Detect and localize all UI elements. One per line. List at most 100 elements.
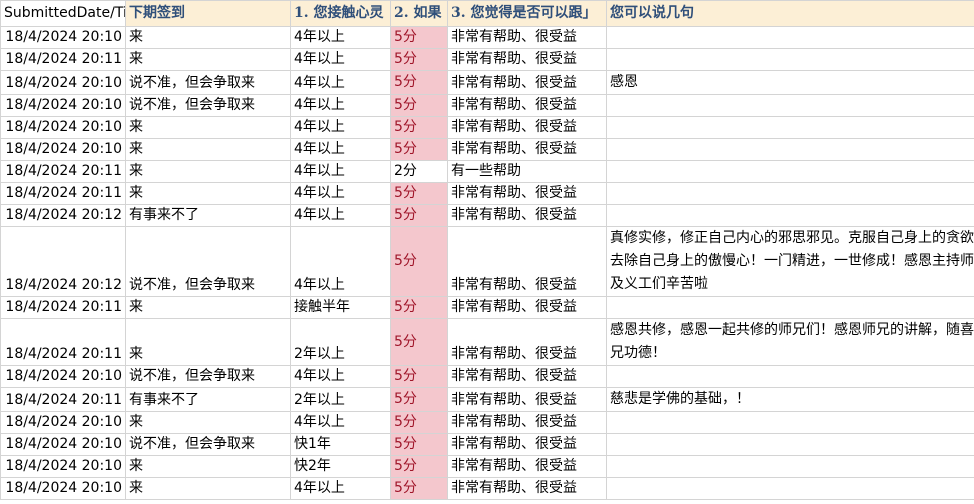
score-cell[interactable]: 5分 [390,226,448,297]
helpfulness-cell[interactable]: 非常有帮助、很受益 [447,387,607,412]
comment-cell[interactable] [606,116,974,139]
date-cell[interactable]: 18/4/2024 20:10 [0,411,126,434]
helpfulness-cell[interactable]: 有一些帮助 [447,160,607,183]
helpfulness-cell[interactable]: 非常有帮助、很受益 [447,48,607,71]
date-cell[interactable]: 18/4/2024 20:10 [0,455,126,478]
helpfulness-cell[interactable]: 非常有帮助、很受益 [447,182,607,205]
header-next-signin[interactable]: 下期签到 [125,0,291,27]
score-cell[interactable]: 5分 [390,455,448,478]
header-q2[interactable]: 2. 如果 [390,0,448,27]
date-cell[interactable]: 18/4/2024 20:11 [0,387,126,412]
helpfulness-cell[interactable]: 非常有帮助、很受益 [447,26,607,49]
duration-cell[interactable]: 4年以上 [290,160,391,183]
score-cell[interactable]: 5分 [390,318,448,366]
helpfulness-cell[interactable]: 非常有帮助、很受益 [447,226,607,297]
score-cell[interactable]: 5分 [390,182,448,205]
date-cell[interactable]: 18/4/2024 20:11 [0,160,126,183]
comment-cell[interactable] [606,26,974,49]
helpfulness-cell[interactable]: 非常有帮助、很受益 [447,365,607,388]
signin-cell[interactable]: 说不准，但会争取来 [125,94,291,117]
comment-cell[interactable] [606,94,974,117]
helpfulness-cell[interactable]: 非常有帮助、很受益 [447,204,607,227]
date-cell[interactable]: 18/4/2024 20:10 [0,94,126,117]
helpfulness-cell[interactable]: 非常有帮助、很受益 [447,94,607,117]
comment-cell[interactable] [606,204,974,227]
signin-cell[interactable]: 来 [125,160,291,183]
header-q3[interactable]: 3. 您觉得是否可以跟」 [447,0,607,27]
helpfulness-cell[interactable]: 非常有帮助、很受益 [447,296,607,319]
comment-cell[interactable] [606,48,974,71]
score-cell[interactable]: 5分 [390,70,448,95]
duration-cell[interactable]: 4年以上 [290,94,391,117]
duration-cell[interactable]: 4年以上 [290,26,391,49]
duration-cell[interactable]: 快2年 [290,455,391,478]
date-cell[interactable]: 18/4/2024 20:10 [0,26,126,49]
score-cell[interactable]: 5分 [390,365,448,388]
helpfulness-cell[interactable]: 非常有帮助、很受益 [447,318,607,366]
duration-cell[interactable]: 2年以上 [290,318,391,366]
comment-cell[interactable]: 感恩共修，感恩一起共修的师兄们！感恩师兄的讲解，随喜师兄功德！ [606,318,974,366]
comment-cell[interactable] [606,138,974,161]
signin-cell[interactable]: 有事来不了 [125,204,291,227]
score-cell[interactable]: 5分 [390,116,448,139]
duration-cell[interactable]: 快1年 [290,433,391,456]
comment-cell[interactable]: 真修实修，修正自己内心的邪思邪见。克服自己身上的贪欲，去除自己身上的傲慢心！一门… [606,226,974,297]
duration-cell[interactable]: 4年以上 [290,477,391,500]
signin-cell[interactable]: 来 [125,455,291,478]
score-cell[interactable]: 5分 [390,387,448,412]
score-cell[interactable]: 5分 [390,94,448,117]
comment-cell[interactable] [606,477,974,500]
signin-cell[interactable]: 说不准，但会争取来 [125,70,291,95]
comment-cell[interactable] [606,455,974,478]
date-cell[interactable]: 18/4/2024 20:10 [0,138,126,161]
helpfulness-cell[interactable]: 非常有帮助、很受益 [447,70,607,95]
signin-cell[interactable]: 来 [125,296,291,319]
duration-cell[interactable]: 4年以上 [290,48,391,71]
comment-cell[interactable] [606,433,974,456]
duration-cell[interactable]: 4年以上 [290,70,391,95]
signin-cell[interactable]: 说不准，但会争取来 [125,226,291,297]
duration-cell[interactable]: 2年以上 [290,387,391,412]
duration-cell[interactable]: 4年以上 [290,116,391,139]
comment-cell[interactable]: 感恩 [606,70,974,95]
duration-cell[interactable]: 4年以上 [290,182,391,205]
duration-cell[interactable]: 4年以上 [290,138,391,161]
signin-cell[interactable]: 说不准，但会争取来 [125,365,291,388]
date-cell[interactable]: 18/4/2024 20:11 [0,48,126,71]
comment-cell[interactable] [606,411,974,434]
comment-cell[interactable] [606,296,974,319]
score-cell[interactable]: 5分 [390,204,448,227]
helpfulness-cell[interactable]: 非常有帮助、很受益 [447,138,607,161]
helpfulness-cell[interactable]: 非常有帮助、很受益 [447,477,607,500]
date-cell[interactable]: 18/4/2024 20:10 [0,477,126,500]
date-cell[interactable]: 18/4/2024 20:11 [0,182,126,205]
header-q1[interactable]: 1. 您接触心灵 [290,0,391,27]
score-cell[interactable]: 5分 [390,48,448,71]
signin-cell[interactable]: 来 [125,182,291,205]
duration-cell[interactable]: 接触半年 [290,296,391,319]
helpfulness-cell[interactable]: 非常有帮助、很受益 [447,116,607,139]
score-cell[interactable]: 5分 [390,26,448,49]
comment-cell[interactable]: 慈悲是学佛的基础，！ [606,387,974,412]
score-cell[interactable]: 2分 [390,160,448,183]
duration-cell[interactable]: 4年以上 [290,204,391,227]
score-cell[interactable]: 5分 [390,411,448,434]
signin-cell[interactable]: 来 [125,138,291,161]
score-cell[interactable]: 5分 [390,138,448,161]
date-cell[interactable]: 18/4/2024 20:10 [0,116,126,139]
duration-cell[interactable]: 4年以上 [290,226,391,297]
date-cell[interactable]: 18/4/2024 20:11 [0,318,126,366]
comment-cell[interactable] [606,182,974,205]
signin-cell[interactable]: 有事来不了 [125,387,291,412]
signin-cell[interactable]: 来 [125,318,291,366]
helpfulness-cell[interactable]: 非常有帮助、很受益 [447,433,607,456]
header-comments[interactable]: 您可以说几句 [606,0,974,27]
score-cell[interactable]: 5分 [390,296,448,319]
date-cell[interactable]: 18/4/2024 20:10 [0,70,126,95]
signin-cell[interactable]: 来 [125,48,291,71]
comment-cell[interactable] [606,160,974,183]
helpfulness-cell[interactable]: 非常有帮助、很受益 [447,455,607,478]
date-cell[interactable]: 18/4/2024 20:10 [0,433,126,456]
signin-cell[interactable]: 来 [125,26,291,49]
date-cell[interactable]: 18/4/2024 20:10 [0,365,126,388]
